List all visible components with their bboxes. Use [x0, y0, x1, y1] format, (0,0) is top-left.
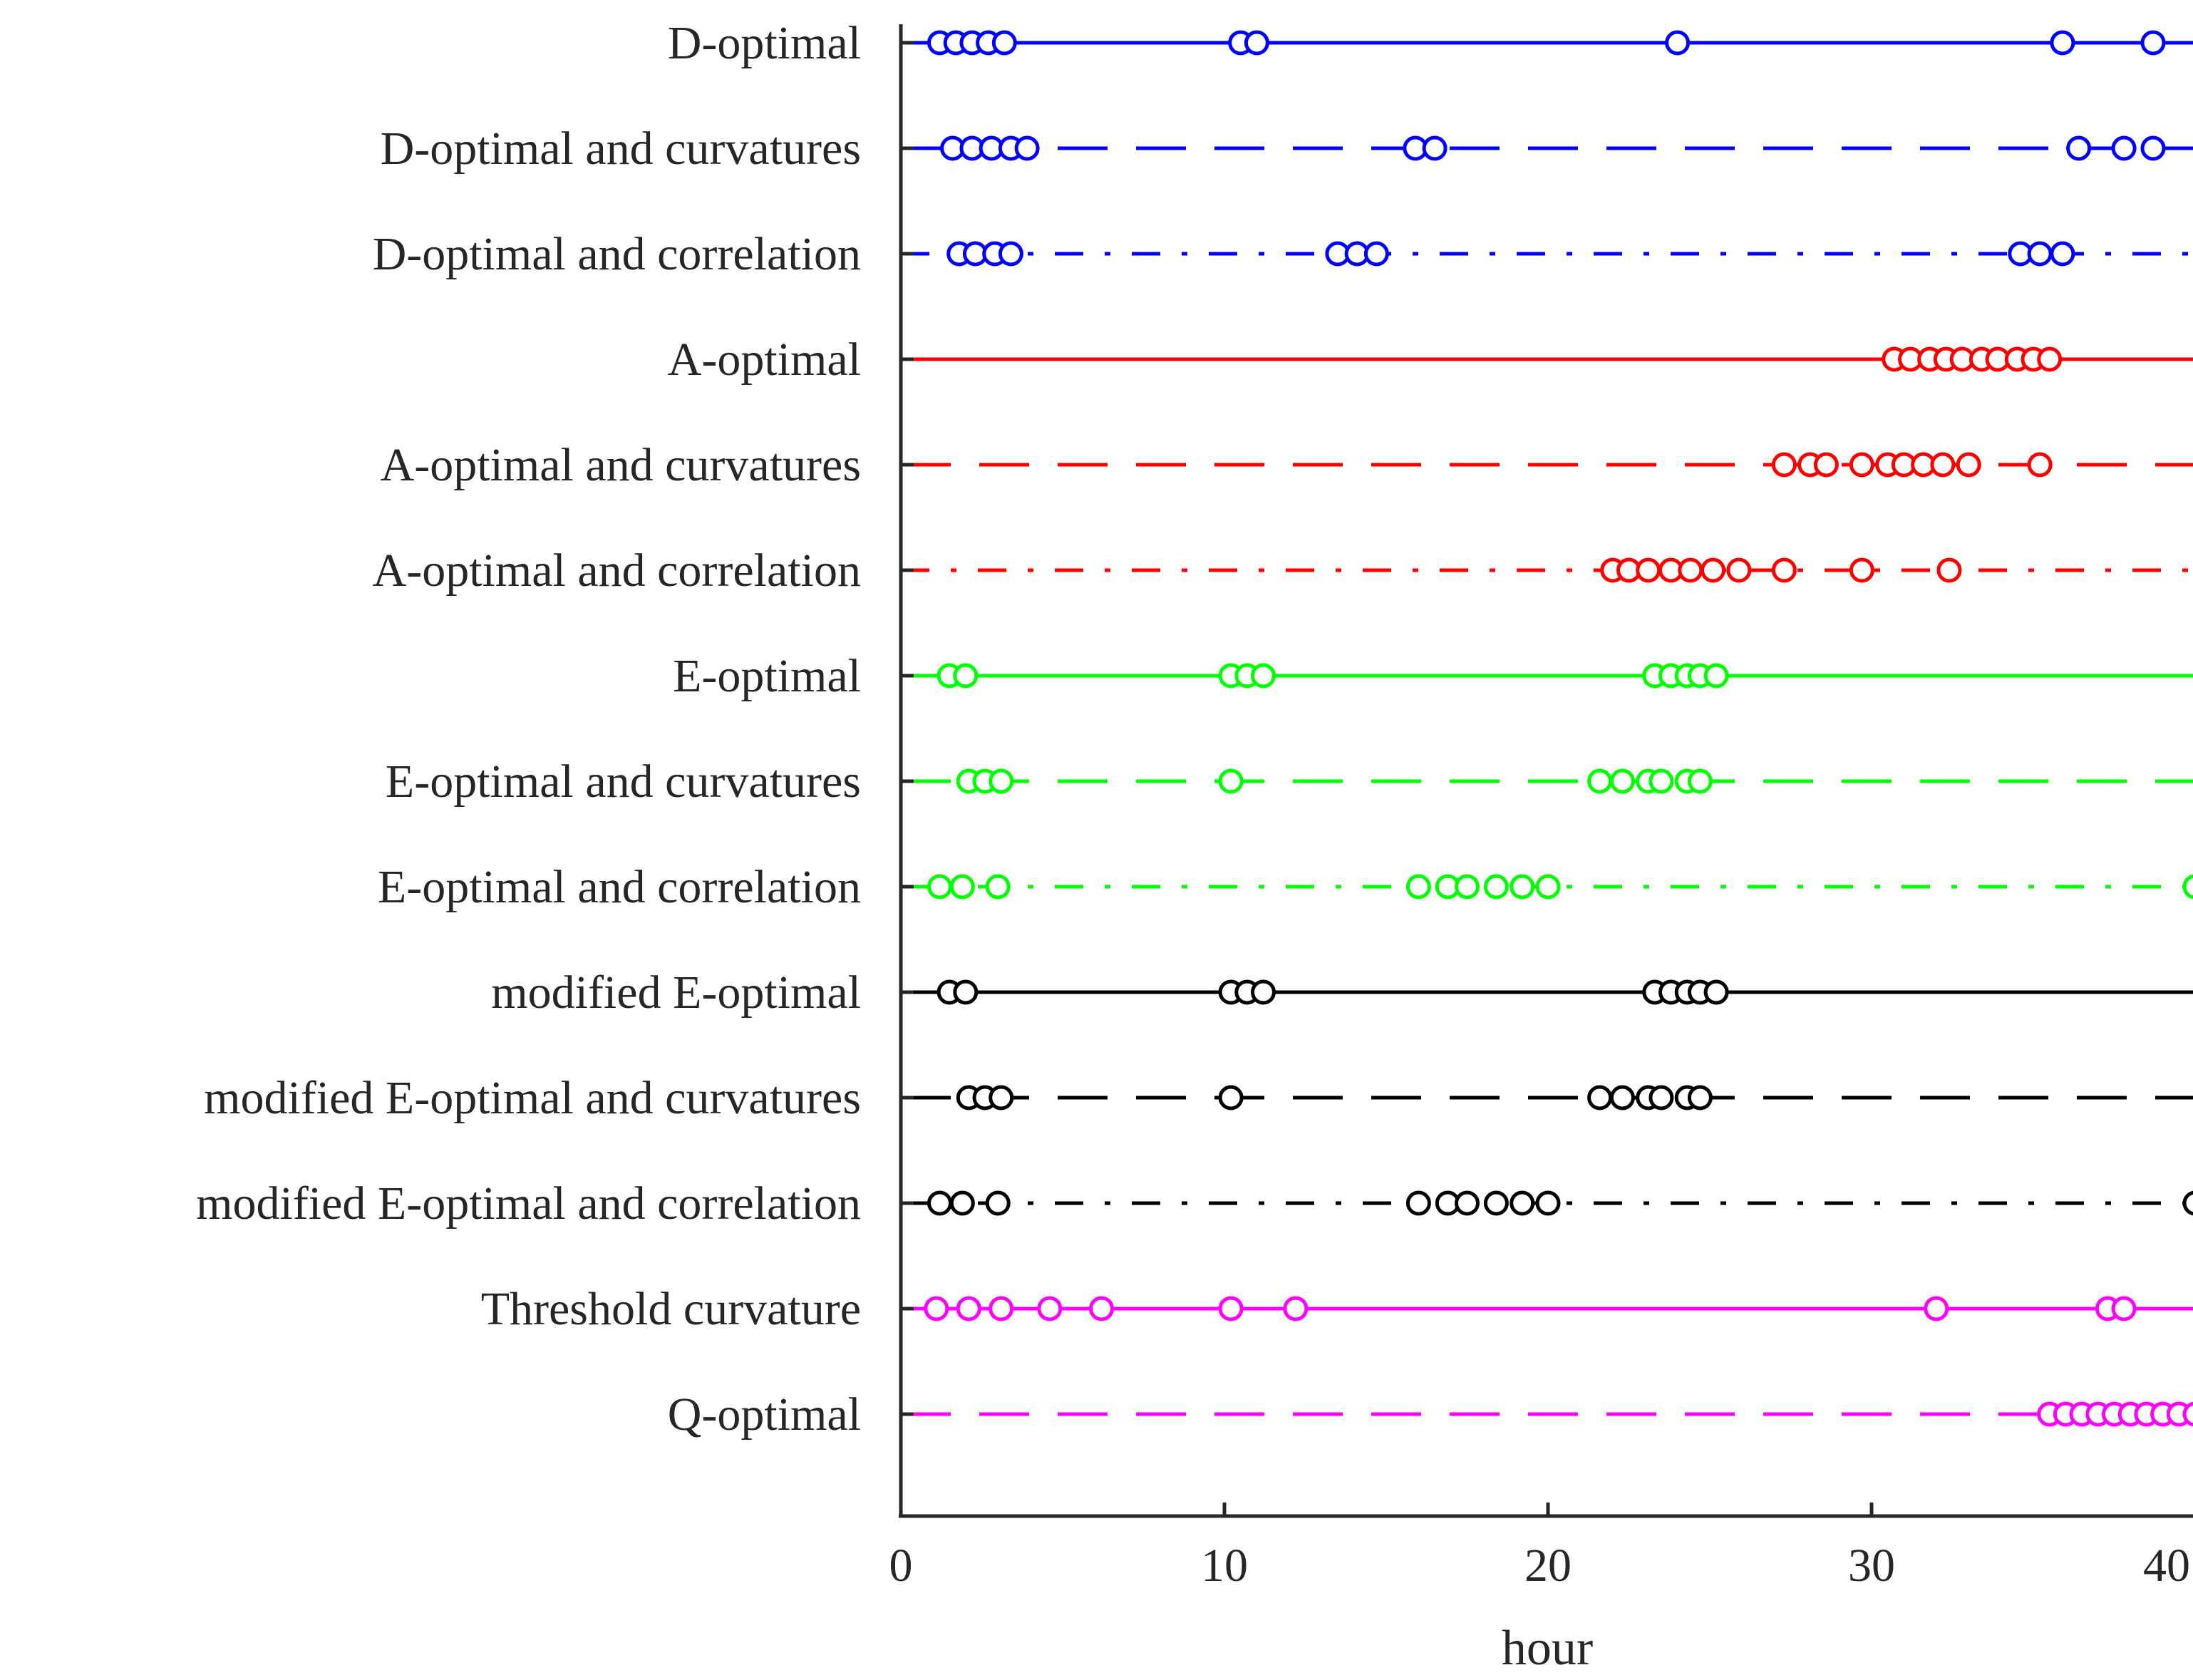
data-point-a-optimal-and-correlation [1936, 557, 1962, 583]
data-point-modified-e-optimal [1251, 979, 1276, 1005]
category-label-modified-e-optimal: modified E-optimal [491, 967, 861, 1019]
category-label-e-optimal-and-correlation: E-optimal and correlation [378, 861, 861, 913]
data-point-a-optimal-and-curvatures [1956, 452, 1981, 478]
x-axis-label: hour [1502, 1621, 1593, 1676]
data-point-a-optimal-and-curvatures [1849, 452, 1874, 478]
data-point-threshold-curvature [924, 1296, 949, 1321]
x-tick-label: 0 [889, 1540, 913, 1592]
data-point-threshold-curvature [989, 1296, 1014, 1321]
data-point-a-optimal-and-curvatures [1813, 452, 1839, 478]
data-point-modified-e-optimal-and-correlation [927, 1190, 952, 1216]
x-tick-label: 20 [1524, 1540, 1572, 1592]
data-point-a-optimal-and-curvatures [1930, 452, 1956, 478]
data-point-e-optimal-and-curvatures [1609, 768, 1635, 794]
data-point-e-optimal [953, 663, 979, 689]
category-label-q-optimal: Q-optimal [668, 1388, 861, 1441]
data-point-d-optimal-and-correlation [2027, 241, 2053, 267]
data-point-threshold-curvature [1089, 1296, 1114, 1321]
data-point-modified-e-optimal [1703, 979, 1729, 1005]
data-point-modified-e-optimal-and-correlation [1405, 1190, 1431, 1216]
data-point-e-optimal-and-curvatures [1587, 768, 1613, 794]
data-point-a-optimal-and-curvatures [1771, 452, 1797, 478]
category-label-d-optimal-and-curvatures: D-optimal and curvatures [381, 123, 861, 175]
data-point-modified-e-optimal-and-curvatures [989, 1085, 1014, 1110]
data-point-e-optimal-and-correlation [1535, 874, 1561, 900]
data-point-e-optimal-and-curvatures [1218, 768, 1244, 794]
data-point-modified-e-optimal [953, 979, 979, 1005]
data-point-d-optimal [991, 30, 1017, 56]
data-point-a-optimal [2037, 346, 2063, 372]
data-point-e-optimal-and-correlation [927, 874, 952, 900]
data-point-e-optimal-and-curvatures [1648, 768, 1674, 794]
data-point-e-optimal-and-correlation [949, 874, 975, 900]
data-point-e-optimal-and-curvatures [989, 768, 1014, 794]
category-label-e-optimal: E-optimal [673, 650, 861, 702]
data-point-a-optimal-and-correlation [1701, 557, 1725, 583]
x-tick-label: 40 [2143, 1540, 2190, 1592]
x-tick-label: 30 [1848, 1540, 1895, 1592]
data-point-modified-e-optimal-and-correlation [1483, 1190, 1509, 1216]
x-tick-label: 10 [1201, 1540, 1248, 1592]
data-point-d-optimal [2050, 30, 2075, 56]
data-point-d-optimal-and-curvatures [2111, 135, 2137, 161]
data-point-modified-e-optimal-and-correlation [985, 1190, 1011, 1216]
data-point-d-optimal [1665, 30, 1691, 56]
category-label-threshold-curvature: Threshold curvature [481, 1283, 861, 1335]
data-point-d-optimal-and-curvatures [1014, 135, 1040, 161]
data-point-d-optimal-and-curvatures [2066, 135, 2092, 161]
data-point-d-optimal-and-correlation [998, 241, 1023, 267]
data-point-e-optimal [1251, 663, 1276, 689]
data-point-d-optimal [2140, 30, 2166, 56]
data-point-modified-e-optimal-and-curvatures [1218, 1085, 1244, 1110]
data-point-a-optimal-and-curvatures [2027, 452, 2053, 478]
data-point-modified-e-optimal-and-curvatures [1609, 1085, 1635, 1110]
data-point-e-optimal-and-correlation [1455, 874, 1480, 900]
category-label-d-optimal-and-correlation: D-optimal and correlation [373, 228, 861, 280]
category-label-e-optimal-and-curvatures: E-optimal and curvatures [386, 756, 861, 808]
data-point-a-optimal-and-correlation [1849, 557, 1874, 583]
category-label-a-optimal: A-optimal [668, 334, 861, 386]
category-label-modified-e-optimal-and-correlation: modified E-optimal and correlation [196, 1177, 861, 1230]
data-point-q-optimal [2182, 1401, 2193, 1427]
data-point-d-optimal-and-curvatures [1422, 135, 1448, 161]
data-point-e-optimal-and-curvatures [1687, 768, 1713, 794]
data-point-a-optimal-and-correlation [1678, 557, 1703, 583]
data-point-e-optimal-and-correlation [1405, 874, 1431, 900]
data-point-threshold-curvature [1037, 1296, 1063, 1321]
data-point-e-optimal-and-correlation [1483, 874, 1509, 900]
data-point-d-optimal [1244, 30, 1269, 56]
series-tracks [901, 30, 2193, 1427]
data-point-modified-e-optimal-and-curvatures [1587, 1085, 1613, 1110]
data-point-threshold-curvature [956, 1296, 981, 1321]
data-point-e-optimal-and-correlation [985, 874, 1011, 900]
data-point-modified-e-optimal-and-correlation [2182, 1190, 2193, 1216]
data-point-modified-e-optimal-and-curvatures [1648, 1085, 1674, 1110]
data-point-a-optimal-and-correlation [1771, 557, 1797, 583]
data-point-d-optimal-and-curvatures [2140, 135, 2166, 161]
data-point-e-optimal-and-correlation [2182, 874, 2193, 900]
data-point-a-optimal-and-correlation [1726, 557, 1752, 583]
data-point-e-optimal [1703, 663, 1729, 689]
data-point-threshold-curvature [2111, 1296, 2137, 1321]
data-point-threshold-curvature [1924, 1296, 1949, 1321]
category-label-d-optimal: D-optimal [668, 17, 861, 69]
data-point-modified-e-optimal-and-correlation [1535, 1190, 1561, 1216]
data-point-d-optimal-and-correlation [1363, 241, 1389, 267]
data-point-e-optimal-and-correlation [1510, 874, 1535, 900]
data-point-d-optimal-and-correlation [2050, 241, 2075, 267]
category-label-a-optimal-and-curvatures: A-optimal and curvatures [381, 439, 861, 491]
data-point-threshold-curvature [1218, 1296, 1244, 1321]
data-point-modified-e-optimal-and-correlation [1510, 1190, 1535, 1216]
category-label-modified-e-optimal-and-curvatures: modified E-optimal and curvatures [204, 1072, 861, 1124]
data-point-modified-e-optimal-and-correlation [949, 1190, 975, 1216]
category-label-a-optimal-and-correlation: A-optimal and correlation [373, 545, 861, 597]
data-point-modified-e-optimal-and-correlation [1455, 1190, 1480, 1216]
data-point-modified-e-optimal-and-curvatures [1687, 1085, 1713, 1110]
data-point-a-optimal-and-correlation [1636, 557, 1661, 583]
y-axis-category-labels: D-optimal D-optimal and curvatures D-optim… [196, 17, 861, 1441]
data-point-threshold-curvature [1283, 1296, 1309, 1321]
